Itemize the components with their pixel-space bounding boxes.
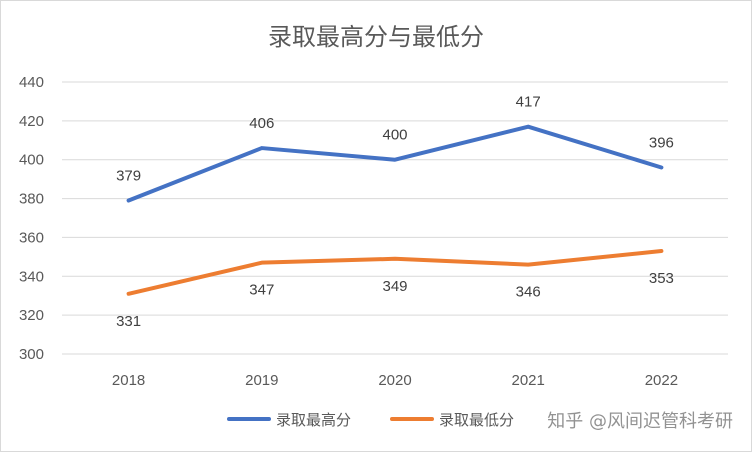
y-axis-ticks: 300 320 340 360 380 400 420 440 (19, 74, 44, 363)
chart-title: 录取最高分与最低分 (268, 23, 484, 51)
data-label: 347 (249, 282, 274, 299)
data-label: 349 (382, 278, 407, 295)
gridlines (62, 81, 728, 355)
x-tick-label: 2018 (112, 372, 145, 389)
legend: 录取最高分 录取最低分 (227, 411, 514, 429)
y-tick-label: 340 (19, 268, 44, 285)
data-label: 353 (649, 270, 674, 287)
x-tick-label: 2022 (645, 372, 678, 389)
data-label: 379 (116, 168, 141, 185)
series-line-2 (126, 249, 664, 296)
watermark: 知乎 @风间迟管科考研 (547, 411, 733, 432)
data-labels: 379 406 400 417 396 331 347 349 346 353 (116, 94, 674, 330)
x-axis-ticks: 2018 2019 2020 2021 2022 (112, 372, 678, 389)
y-tick-label: 440 (19, 74, 44, 91)
y-tick-label: 380 (19, 191, 44, 208)
x-tick-label: 2021 (512, 372, 545, 389)
legend-label: 录取最低分 (439, 411, 514, 429)
x-tick-label: 2020 (378, 372, 411, 389)
y-tick-label: 300 (19, 346, 44, 363)
y-tick-label: 360 (19, 229, 44, 246)
data-label: 346 (516, 284, 541, 301)
x-tick-label: 2019 (245, 372, 278, 389)
legend-label: 录取最高分 (276, 411, 351, 429)
series-line-1 (126, 124, 664, 203)
data-label: 417 (516, 94, 541, 111)
data-label: 400 (382, 127, 407, 144)
data-label: 396 (649, 134, 674, 151)
series-lines (126, 124, 664, 296)
y-tick-label: 420 (19, 113, 44, 130)
data-label: 406 (249, 115, 274, 132)
y-tick-label: 400 (19, 152, 44, 169)
y-tick-label: 320 (19, 307, 44, 324)
data-label: 331 (116, 313, 141, 330)
